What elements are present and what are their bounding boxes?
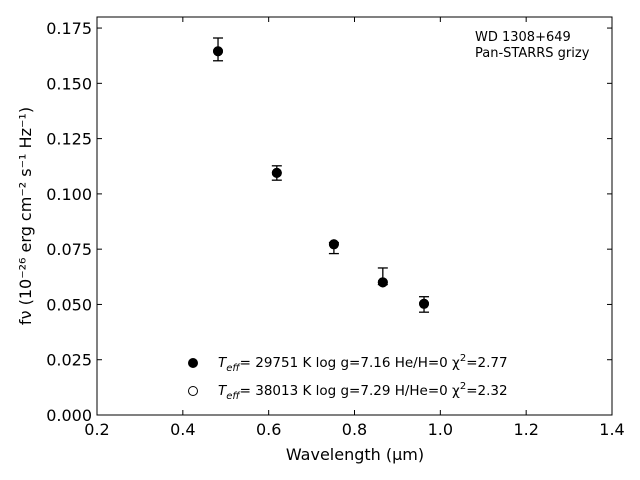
- annotation-line-2: Pan-STARRS grizy: [475, 46, 590, 61]
- x-tick-label: 0.4: [170, 420, 195, 439]
- data-point-filled: [328, 239, 339, 250]
- legend-marker-open: [188, 386, 198, 396]
- y-axis-label: fν (10⁻²⁶ erg cm⁻² s⁻¹ Hz⁻¹): [16, 107, 35, 325]
- x-axis-label: Wavelength (μm): [286, 445, 424, 464]
- data-point-filled: [419, 298, 430, 309]
- x-tick-label: 1.4: [599, 420, 624, 439]
- y-tick-label: 0.025: [46, 351, 92, 370]
- data-point-filled: [271, 167, 282, 178]
- y-axis-ticks: 0.000 0.025 0.050 0.075 0.100 0.125 0.150 0.175: [46, 19, 612, 425]
- y-tick-label: 0.050: [46, 295, 92, 314]
- legend-marker-filled: [188, 358, 198, 368]
- plot-frame: [96, 16, 613, 416]
- y-tick-label: 0.125: [46, 130, 92, 149]
- y-tick-label: 0.150: [46, 74, 92, 93]
- y-tick-label: 0.100: [46, 185, 92, 204]
- y-tick-label: 0.075: [46, 240, 92, 259]
- x-tick-label: 0.6: [256, 420, 281, 439]
- x-tick-label: 0.8: [342, 420, 367, 439]
- x-tick-label: 1.2: [513, 420, 538, 439]
- legend-entry-1: Teff= 29751 K log g=7.16 He/H=0 χ2=2.77: [218, 353, 508, 374]
- data-point-filled: [213, 46, 224, 57]
- x-tick-label: 0.2: [84, 420, 109, 439]
- annotation-line-1: WD 1308+649: [475, 30, 571, 45]
- y-tick-label: 0.000: [46, 406, 92, 425]
- data-point-filled: [377, 277, 388, 288]
- legend-entry-2: Teff= 38013 K log g=7.29 H/He=0 χ2=2.32: [218, 381, 508, 402]
- x-tick-label: 1.0: [428, 420, 453, 439]
- filled-circle-series: [213, 46, 430, 309]
- y-tick-label: 0.175: [46, 19, 92, 38]
- legend: Teff= 29751 K log g=7.16 He/H=0 χ2=2.77 …: [188, 353, 508, 402]
